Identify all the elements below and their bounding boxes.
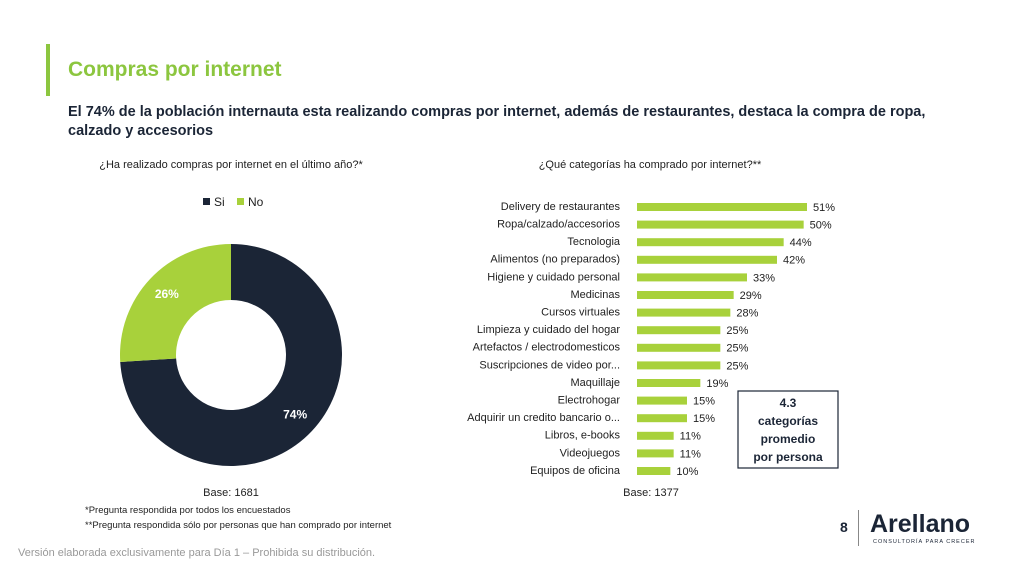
donut-slice	[120, 244, 342, 466]
data-label: 10%	[676, 466, 698, 478]
page-number: 8	[840, 519, 848, 535]
annotation: por persona	[753, 450, 823, 464]
category-label: Suscripciones de video por...	[479, 359, 620, 371]
accent-bar	[46, 44, 50, 96]
data-label: 44%	[790, 237, 812, 249]
base-note: Base: 1377	[623, 487, 679, 499]
data-label: 15%	[693, 413, 715, 425]
bar	[637, 449, 674, 458]
footnote: *Pregunta respondida por todos los encue…	[85, 505, 291, 516]
data-label: 33%	[753, 272, 775, 284]
bar	[637, 467, 671, 475]
annotation: categorías	[758, 414, 818, 428]
category-label: Electrohogar	[558, 395, 621, 407]
bar	[637, 414, 687, 423]
category-label: Equipos de oficina	[530, 465, 621, 477]
category-label: Videojuegos	[560, 447, 621, 459]
data-label: 42%	[783, 255, 805, 267]
bar	[637, 431, 674, 440]
disclaimer: Versión elaborada exclusivamente para Dí…	[18, 547, 376, 559]
data-label: 28%	[736, 308, 758, 320]
logo-tagline: CONSULTORÍA PARA CRECER	[873, 539, 976, 545]
category-label: Alimentos (no preparados)	[490, 254, 620, 266]
legend-swatch	[203, 198, 210, 205]
category-label: Artefactos / electrodomesticos	[473, 342, 621, 354]
data-label: 50%	[810, 220, 832, 232]
base-note: Base: 1681	[203, 487, 259, 499]
category-label: Delivery de restaurantes	[501, 201, 621, 213]
bar	[637, 255, 777, 264]
bar	[637, 203, 807, 211]
bar	[637, 361, 721, 370]
bar	[637, 396, 687, 405]
bar	[637, 343, 721, 352]
category-label: Maquillaje	[570, 377, 620, 389]
bar	[637, 308, 731, 317]
legend-label: No	[248, 195, 264, 209]
data-label: 25%	[726, 360, 748, 372]
bar	[637, 238, 784, 247]
category-label: Ropa/calzado/accesorios	[497, 219, 620, 231]
data-label: 25%	[726, 325, 748, 337]
category-label: Tecnologia	[567, 236, 620, 248]
data-label: 74%	[283, 407, 307, 421]
annotation-box	[737, 390, 839, 469]
slide-subtitle: El 74% de la población internauta esta r…	[68, 104, 926, 139]
slide-title: Compras por internet	[68, 58, 282, 81]
legend-label: Si	[214, 195, 225, 209]
bar	[637, 291, 734, 299]
bar	[637, 379, 701, 387]
donut-slice	[119, 244, 231, 362]
data-label: 11%	[680, 431, 701, 443]
category-label: Cursos virtuales	[541, 307, 620, 319]
category-label: Higiene y cuidado personal	[487, 271, 620, 283]
data-label: 29%	[740, 290, 762, 302]
data-label: 15%	[693, 396, 715, 408]
annotation: 4.3	[780, 396, 797, 410]
logo: Arellano	[870, 510, 971, 538]
category-label: Medicinas	[570, 289, 620, 301]
divider	[858, 510, 859, 546]
bar	[637, 273, 747, 282]
data-label: 51%	[813, 202, 835, 214]
category-label: Adquirir un credito bancario o...	[467, 412, 620, 424]
bar	[637, 326, 721, 335]
bar	[637, 220, 804, 229]
chart-title: ¿Qué categorías ha comprado por internet…	[539, 159, 762, 171]
legend-swatch	[237, 198, 244, 205]
category-label: Libros, e-books	[545, 430, 621, 442]
footnote: **Pregunta respondida sólo por personas …	[85, 520, 392, 531]
chart-title: ¿Ha realizado compras por internet en el…	[99, 159, 363, 171]
data-label: 19%	[706, 378, 728, 390]
category-label: Limpieza y cuidado del hogar	[477, 324, 620, 336]
data-label: 26%	[155, 287, 179, 301]
annotation: promedio	[761, 432, 816, 446]
data-label: 25%	[726, 343, 748, 355]
data-label: 11%	[680, 448, 701, 460]
